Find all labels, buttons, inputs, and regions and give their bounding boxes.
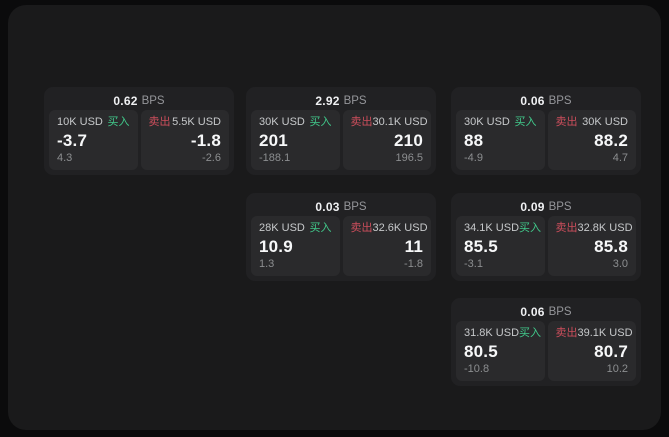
bps-value: 0.09 <box>520 200 545 214</box>
buy-change: 4.3 <box>57 152 73 164</box>
bps-value: 2.92 <box>315 94 340 108</box>
sell-size: 5.5K USD <box>172 116 221 128</box>
sell-panel[interactable]: 卖出 30K USD 88.2 4.7 <box>547 110 636 170</box>
sell-badge: 卖出 <box>555 327 578 339</box>
sell-badge: 卖出 <box>555 222 578 234</box>
sell-change: -2.6 <box>202 152 221 164</box>
buy-change: -188.1 <box>259 152 291 164</box>
quote-card: 0.09 BPS 34.1K USD 买入 85.5 -3.1 卖出 32.8K… <box>451 193 641 281</box>
sell-change: 3.0 <box>612 258 628 270</box>
buy-panel[interactable]: 31.8K USD 买入 80.5 -10.8 <box>456 321 545 381</box>
buy-badge: 买入 <box>519 222 542 234</box>
sell-price: 11 <box>404 237 423 256</box>
quote-card: 2.92 BPS 30K USD 买入 201 -188.1 卖出 30.1K … <box>246 87 436 175</box>
sell-change: 196.5 <box>395 152 423 164</box>
sell-size: 32.8K USD <box>577 222 633 234</box>
bps-value: 0.06 <box>520 94 545 108</box>
bps-value: 0.03 <box>315 200 340 214</box>
buy-price: 10.9 <box>259 237 293 256</box>
sell-size: 32.6K USD <box>372 222 428 234</box>
buy-change: 1.3 <box>259 258 275 270</box>
buy-panel[interactable]: 34.1K USD 买入 85.5 -3.1 <box>456 216 545 276</box>
buy-panel[interactable]: 30K USD 买入 88 -4.9 <box>456 110 545 170</box>
sell-price: -1.8 <box>190 131 221 150</box>
buy-badge: 买入 <box>519 327 542 339</box>
sell-price: 85.8 <box>594 237 628 256</box>
sell-panel[interactable]: 卖出 30.1K USD 210 196.5 <box>342 110 431 170</box>
buy-price: 201 <box>259 131 288 150</box>
buy-size: 31.8K USD <box>464 327 520 339</box>
sell-badge: 卖出 <box>555 116 578 128</box>
sell-size: 30.1K USD <box>372 116 428 128</box>
sell-badge: 卖出 <box>350 116 373 128</box>
buy-size: 30K USD <box>259 116 305 128</box>
sell-change: 4.7 <box>612 152 628 164</box>
quote-card: 0.03 BPS 28K USD 买入 10.9 1.3 卖出 32.6K US… <box>246 193 436 281</box>
bps-unit: BPS <box>343 201 367 213</box>
buy-panel[interactable]: 10K USD 买入 -3.7 4.3 <box>49 110 138 170</box>
quote-card: 0.06 BPS 31.8K USD 买入 80.5 -10.8 卖出 39.1… <box>451 298 641 386</box>
bps-header: 0.03 BPS <box>251 198 431 216</box>
sell-size: 30K USD <box>582 116 628 128</box>
bps-header: 0.06 BPS <box>456 303 636 321</box>
buy-size: 28K USD <box>259 222 305 234</box>
buy-panel[interactable]: 30K USD 买入 201 -188.1 <box>251 110 340 170</box>
bps-header: 0.06 BPS <box>456 92 636 110</box>
bps-value: 0.62 <box>113 94 138 108</box>
buy-change: -4.9 <box>464 152 483 164</box>
sell-change: -1.8 <box>404 258 423 270</box>
buy-badge: 买入 <box>309 222 332 234</box>
buy-price: 88 <box>464 131 484 150</box>
quote-card: 0.06 BPS 30K USD 买入 88 -4.9 卖出 30K USD 8… <box>451 87 641 175</box>
bps-unit: BPS <box>548 306 572 318</box>
sell-size: 39.1K USD <box>577 327 633 339</box>
buy-badge: 买入 <box>514 116 537 128</box>
buy-badge: 买入 <box>309 116 332 128</box>
buy-change: -10.8 <box>464 363 490 375</box>
bps-value: 0.06 <box>520 305 545 319</box>
buy-size: 30K USD <box>464 116 510 128</box>
sell-panel[interactable]: 卖出 32.6K USD 11 -1.8 <box>342 216 431 276</box>
sell-price: 210 <box>394 131 423 150</box>
buy-price: 85.5 <box>464 237 498 256</box>
buy-price: -3.7 <box>57 131 88 150</box>
bps-unit: BPS <box>141 95 165 107</box>
sell-panel[interactable]: 卖出 32.8K USD 85.8 3.0 <box>547 216 636 276</box>
sell-price: 80.7 <box>594 342 628 361</box>
buy-panel[interactable]: 28K USD 买入 10.9 1.3 <box>251 216 340 276</box>
quote-card: 0.62 BPS 10K USD 买入 -3.7 4.3 卖出 5.5K USD… <box>44 87 234 175</box>
bps-header: 0.09 BPS <box>456 198 636 216</box>
buy-size: 34.1K USD <box>464 222 520 234</box>
bps-unit: BPS <box>343 95 367 107</box>
buy-badge: 买入 <box>107 116 130 128</box>
buy-price: 80.5 <box>464 342 498 361</box>
sell-badge: 卖出 <box>350 222 373 234</box>
sell-badge: 卖出 <box>148 116 171 128</box>
sell-panel[interactable]: 卖出 5.5K USD -1.8 -2.6 <box>140 110 229 170</box>
sell-price: 88.2 <box>594 131 628 150</box>
main-surface: 0.62 BPS 10K USD 买入 -3.7 4.3 卖出 5.5K USD… <box>8 5 661 430</box>
bps-unit: BPS <box>548 201 572 213</box>
sell-change: 10.2 <box>606 363 628 375</box>
buy-change: -3.1 <box>464 258 483 270</box>
bps-unit: BPS <box>548 95 572 107</box>
bps-header: 2.92 BPS <box>251 92 431 110</box>
bps-header: 0.62 BPS <box>49 92 229 110</box>
sell-panel[interactable]: 卖出 39.1K USD 80.7 10.2 <box>547 321 636 381</box>
buy-size: 10K USD <box>57 116 103 128</box>
